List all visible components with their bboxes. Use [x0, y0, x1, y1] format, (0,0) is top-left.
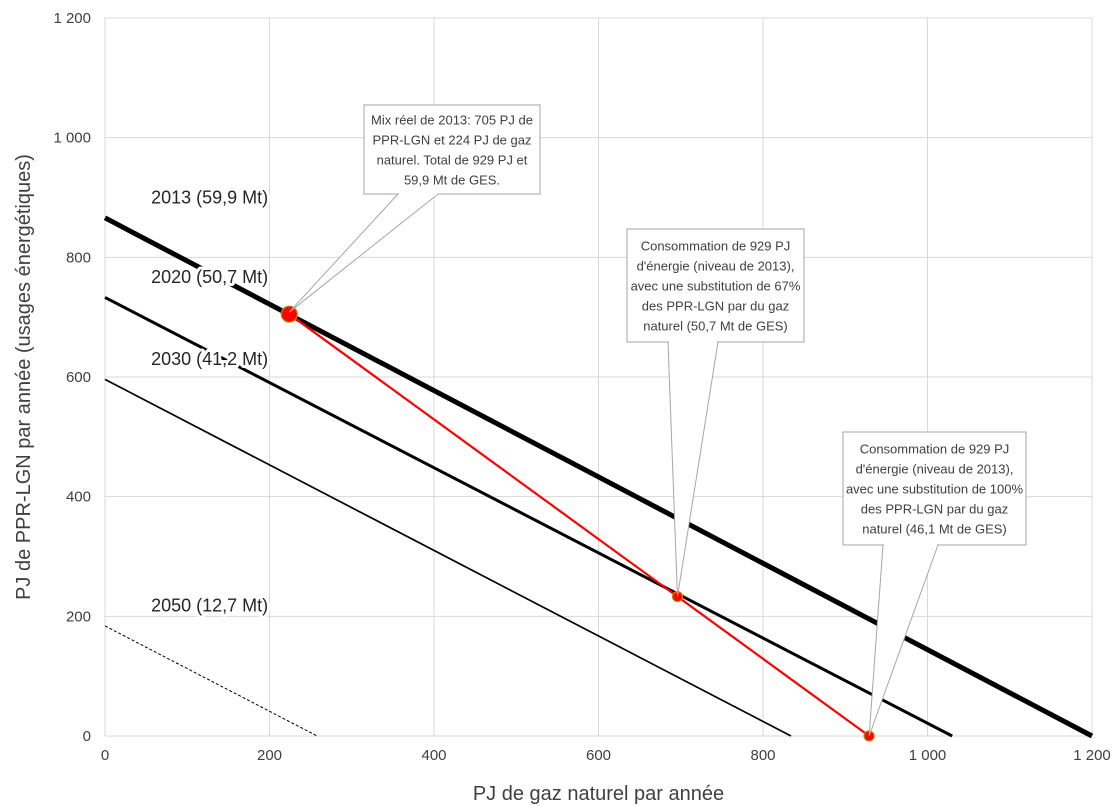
callout-2-line: des PPR-LGN par du gaz	[861, 502, 1008, 517]
callout-box-2	[842, 431, 1027, 546]
callout-1-line: naturel (50,7 Mt de GES)	[643, 319, 788, 334]
series-label-3: 2050 (12,7 Mt)	[151, 595, 268, 615]
y-tick-label: 1 000	[53, 130, 91, 147]
series-line-2	[104, 378, 792, 737]
series-labels: 2013 (59,9 Mt) 2020 (50,7 Mt) 2030 (41,2 M…	[148, 184, 271, 618]
x-tick-label: 600	[586, 747, 611, 764]
callout-box-1	[626, 228, 805, 343]
y-tick-label: 0	[83, 728, 91, 745]
substitution-path	[280, 305, 875, 742]
callout-0-line: Mix réel de 2013: 705 PJ de	[371, 113, 533, 128]
series-line-1	[104, 296, 953, 738]
callout-0-line: PPR-LGN et 224 PJ de gaz	[373, 133, 532, 148]
callout-2-line: avec une substitution de 100%	[846, 482, 1024, 497]
y-tick-label: 400	[66, 489, 91, 506]
y-axis-title: PJ de PPR-LGN par année (usages énergéti…	[13, 154, 35, 600]
callout-2-line: naturel (46,1 Mt de GES)	[862, 522, 1007, 537]
x-tick-label: 200	[257, 747, 282, 764]
data-point-0	[280, 305, 298, 323]
x-axis-title: PJ de gaz naturel par année	[473, 783, 724, 805]
tick-labels: 0 200 400 600 800 1 000 1 200 0 200 400 600 800 1 00…	[53, 10, 1110, 764]
callout-0-line: naturel. Total de 929 PJ et	[377, 153, 528, 168]
callout-pointer-0	[288, 193, 440, 313]
x-tick-label: 400	[421, 747, 446, 764]
series-label-0: 2013 (59,9 Mt)	[151, 187, 268, 207]
callout-2-line: Consommation de 929 PJ	[860, 442, 1010, 457]
callout-pointer-1	[667, 341, 719, 597]
x-tick-label: 0	[101, 747, 109, 764]
series-label-1: 2020 (50,7 Mt)	[151, 267, 268, 287]
callout-1-line: des PPR-LGN par du gaz	[642, 299, 789, 314]
y-tick-label: 600	[66, 369, 91, 386]
series-lines	[103, 215, 1094, 739]
x-tick-label: 1 000	[909, 747, 947, 764]
callouts: Mix réel de 2013: 705 PJ de PPR-LGN et 22…	[288, 104, 1027, 737]
y-tick-label: 800	[66, 249, 91, 266]
callout-box-0	[363, 104, 541, 195]
series-label-2: 2030 (41,2 Mt)	[151, 349, 268, 369]
x-tick-label: 800	[750, 747, 775, 764]
callout-2-line: d'énergie (niveau de 2013),	[856, 462, 1014, 477]
series-line-0	[103, 215, 1094, 739]
x-tick-label: 1 200	[1073, 747, 1111, 764]
y-tick-label: 1 200	[53, 10, 91, 27]
gridlines	[104, 17, 1093, 737]
callout-1-line: Consommation de 929 PJ	[641, 239, 791, 254]
callout-1-line: d'énergie (niveau de 2013),	[637, 259, 795, 274]
y-tick-label: 200	[66, 608, 91, 625]
callout-1-line: avec une substitution de 67%	[631, 279, 801, 294]
callout-0-line: 59,9 Mt de GES.	[404, 173, 500, 188]
series-line-3	[104, 625, 318, 737]
